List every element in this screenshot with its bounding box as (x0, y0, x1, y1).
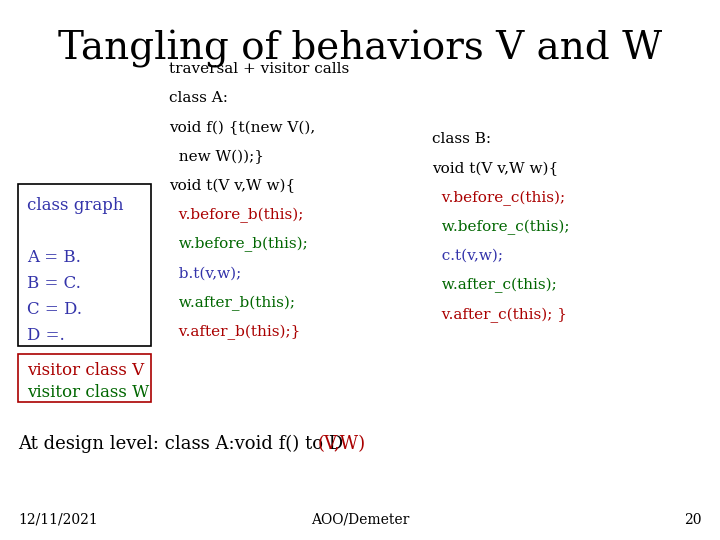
Text: visitor class V: visitor class V (27, 362, 144, 379)
Text: v.after_c(this); }: v.after_c(this); } (432, 307, 567, 322)
Text: w.before_c(this);: w.before_c(this); (432, 220, 570, 235)
Text: v.before_b(this);: v.before_b(this); (169, 208, 304, 223)
Text: void t(V v,W w){: void t(V v,W w){ (432, 161, 558, 176)
Text: C = D.: C = D. (27, 301, 81, 318)
Text: class B:: class B: (432, 132, 491, 146)
Text: 20: 20 (685, 512, 702, 526)
Text: v.before_c(this);: v.before_c(this); (432, 191, 565, 206)
Text: A = B.: A = B. (27, 249, 81, 266)
Text: Tangling of behaviors V and W: Tangling of behaviors V and W (58, 30, 662, 68)
Text: new W());}: new W());} (169, 150, 274, 164)
Text: 12/11/2021: 12/11/2021 (18, 512, 98, 526)
Text: w.before_b(this);: w.before_b(this); (169, 237, 308, 252)
Text: At design level: class A:void f() to D: At design level: class A:void f() to D (18, 435, 355, 453)
Text: void t(V v,W w){: void t(V v,W w){ (169, 179, 295, 193)
Text: B = C.: B = C. (27, 275, 81, 292)
Text: w.after_c(this);: w.after_c(this); (432, 278, 557, 293)
Text: v.after_b(this);}: v.after_b(this);} (169, 325, 300, 340)
Text: c.t(v,w);: c.t(v,w); (432, 249, 503, 263)
Text: class graph: class graph (27, 197, 123, 214)
Text: b.t(v,w);: b.t(v,w); (169, 266, 241, 280)
Text: void f() {t(new V(),: void f() {t(new V(), (169, 120, 315, 134)
Text: class A:: class A: (169, 91, 228, 105)
Text: D =.: D =. (27, 327, 64, 343)
Text: AOO/Demeter: AOO/Demeter (311, 512, 409, 526)
Text: traversal + visitor calls: traversal + visitor calls (169, 62, 349, 76)
Text: w.after_b(this);: w.after_b(this); (169, 295, 295, 310)
Text: (V,W): (V,W) (318, 435, 366, 453)
Text: visitor class W: visitor class W (27, 384, 149, 401)
